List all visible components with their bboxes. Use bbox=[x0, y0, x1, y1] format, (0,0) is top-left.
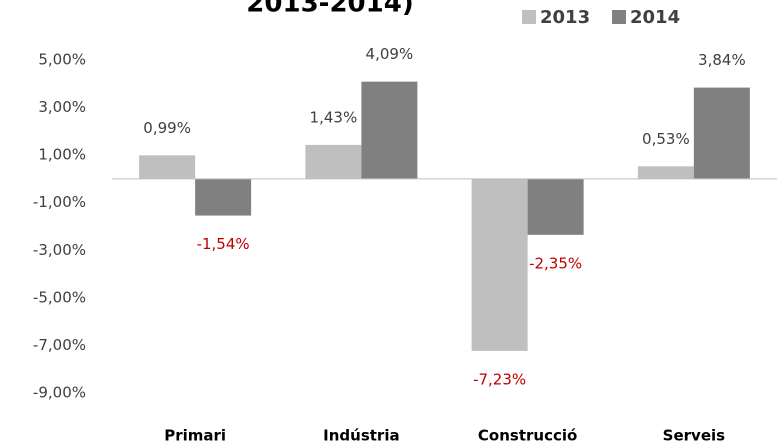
y-tick-label: 1,00% bbox=[38, 146, 86, 164]
y-tick-label: -9,00% bbox=[33, 384, 86, 402]
x-tick-label: Serveis bbox=[663, 427, 725, 445]
legend-swatch bbox=[612, 10, 626, 24]
y-tick-label: -1,00% bbox=[33, 193, 86, 211]
legend-swatch bbox=[522, 10, 536, 24]
data-label: -2,35% bbox=[529, 254, 582, 272]
y-tick-label: -3,00% bbox=[33, 241, 86, 259]
data-label: 4,09% bbox=[366, 45, 414, 63]
data-label: 1,43% bbox=[310, 108, 358, 126]
data-label: -7,23% bbox=[473, 370, 526, 388]
bar bbox=[471, 178, 528, 351]
data-label: 0,99% bbox=[143, 119, 191, 137]
legend-label: 2014 bbox=[630, 7, 680, 28]
bar bbox=[637, 166, 694, 179]
data-label: 3,84% bbox=[698, 51, 746, 69]
x-tick-label: Indústria bbox=[323, 427, 399, 445]
y-tick-label: 5,00% bbox=[38, 51, 86, 69]
x-tick-label: Primari bbox=[164, 427, 226, 445]
x-tick-label: Construcció bbox=[478, 427, 577, 445]
chart-title: 2013-2014) bbox=[246, 0, 413, 19]
bar bbox=[693, 87, 750, 179]
y-tick-label: -7,00% bbox=[33, 336, 86, 354]
bar bbox=[527, 178, 584, 235]
bar bbox=[305, 144, 362, 179]
data-label: -1,54% bbox=[197, 235, 250, 253]
bar bbox=[195, 178, 252, 216]
bar bbox=[139, 155, 196, 179]
bar bbox=[361, 81, 418, 179]
y-tick-label: -5,00% bbox=[33, 288, 86, 306]
data-label: 0,53% bbox=[642, 130, 690, 148]
y-tick-label: 3,00% bbox=[38, 98, 86, 116]
legend-label: 2013 bbox=[540, 7, 590, 28]
